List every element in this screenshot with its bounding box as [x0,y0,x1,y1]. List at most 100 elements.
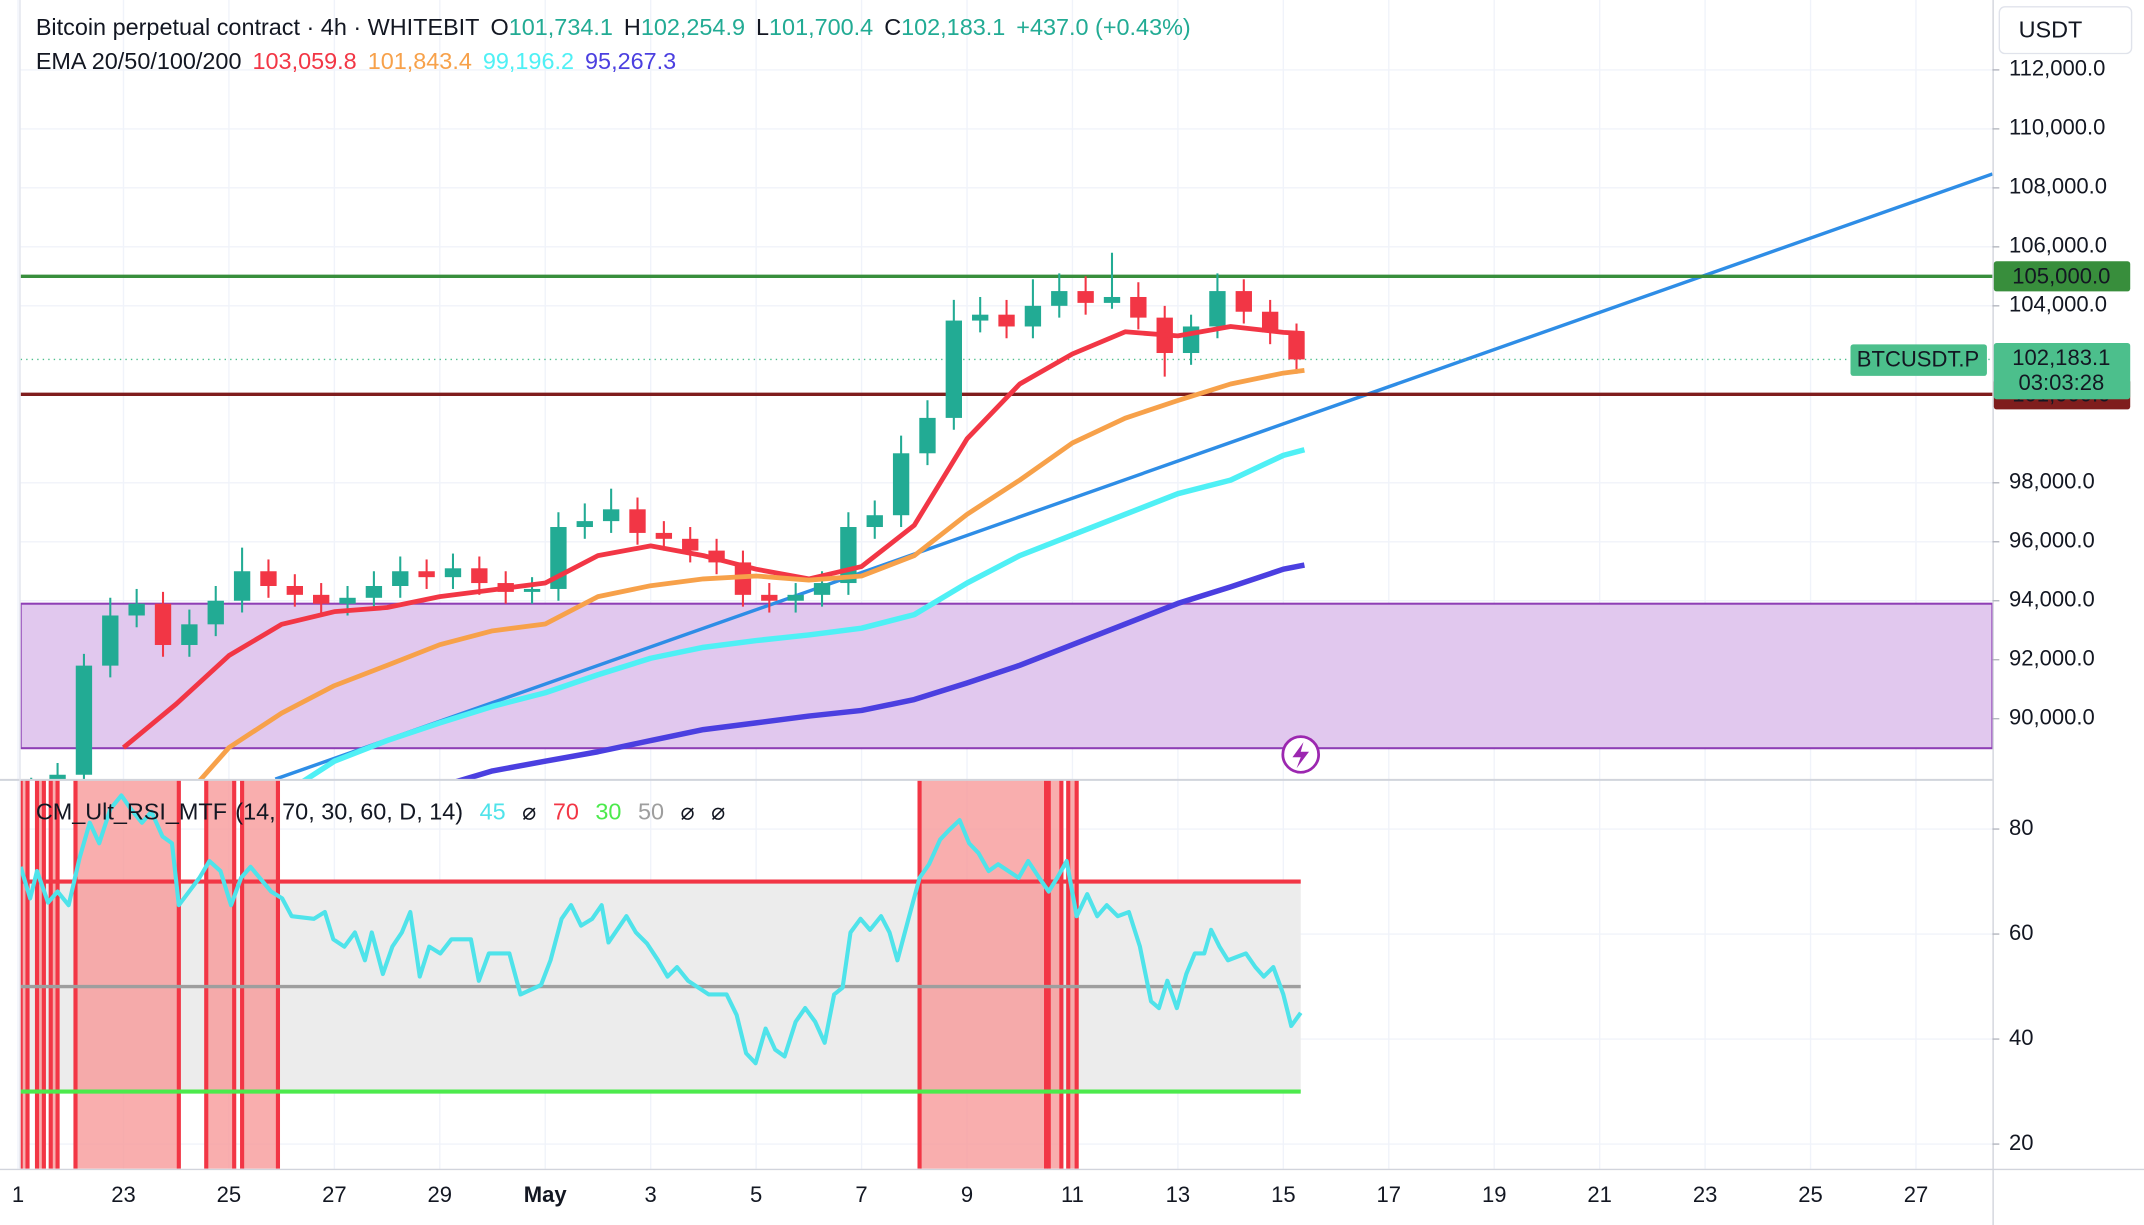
last-price-label: 102,183.1 [2012,345,2110,370]
symbol-label: BTCUSDT.P [1857,347,1979,372]
candle-body [286,586,303,595]
ema-header: EMA 20/50/100/200 103,059.8 101,843.4 99,19… [36,48,676,74]
ema-line [121,324,1305,750]
y-tick-label: 94,000.0 [2009,587,2095,612]
x-tick-label: 7 [855,1182,867,1207]
ohlc-value: 101,734.1 [509,14,613,40]
level-label-box [1993,261,2131,292]
ohlc-label: C [884,14,901,40]
candle-body [945,320,963,418]
price-pane [20,172,1993,780]
ohlc-value: 101,700.4 [769,14,873,40]
symbol-box [1850,344,1987,376]
y-tick-label: 108,000.0 [2009,174,2107,199]
zone [20,602,1993,750]
rsi-header: CM_Ult_RSI_MTF (14, 70, 30, 60, D, 14) 45 ⌀… [36,799,725,825]
candle-body [866,515,883,528]
y-tick-label: 106,000.0 [2009,233,2107,258]
x-tick-label: 19 [1482,1182,1507,1207]
ohlc-label: O [491,14,509,40]
x-tick-label: 9 [961,1182,973,1207]
currency[interactable]: USDT [2019,17,2083,43]
ohlc-value: 102,183.1 [901,14,1005,40]
candle-body [233,571,251,601]
x-tick-label: 25 [1798,1182,1823,1207]
candle-body [1261,311,1279,333]
candle-body [1051,291,1068,306]
ohlc-label: H [624,14,641,40]
x-tick-label: 15 [1271,1182,1296,1207]
candle-body [339,597,356,604]
overbought-zone [50,779,58,1169]
ema-line [197,368,1305,780]
ema-line [454,562,1305,780]
x-tick-label: 13 [1166,1182,1191,1207]
candle-body [260,571,277,587]
candle-body [102,615,119,666]
ohlc-value: 102,254.9 [641,14,745,40]
price-change: +437.0 (+0.43%) [1016,14,1190,40]
rsi-symbol: ⌀ [681,799,695,825]
y-tick-label: 112,000.0 [2009,56,2105,81]
overbought-zone [206,779,235,1169]
x-tick-label: 27 [322,1182,347,1207]
candle-body [49,774,66,780]
ema-value: 103,059.8 [253,48,357,74]
x-tick-label: 23 [1693,1182,1718,1207]
candle-body [1103,296,1121,303]
rsi-mid: 50 [638,799,664,825]
candle-body [523,588,541,592]
candle-body [629,509,646,533]
candle-body [919,417,936,454]
ema-line [301,447,1306,780]
y-tick-label: 104,000.0 [2009,292,2107,317]
overbought-zone [1068,779,1077,1169]
rsi-title: CM_Ult_RSI_MTF [36,799,227,825]
rsi-overbought: 70 [553,799,579,825]
x-tick-label: 25 [217,1182,242,1207]
ema-label: EMA 20/50/100/200 [36,48,242,74]
currency-button[interactable]: USDT [1998,6,2133,55]
candle-body [655,532,673,539]
ema-value: 99,196.2 [483,48,574,74]
overbought-zone [20,779,28,1169]
y-tick-label: 98,000.0 [2009,469,2095,494]
ohlc-label: L [756,14,769,40]
candle-body [128,603,145,616]
candle-body [602,509,620,522]
x-tick-label: 29 [428,1182,453,1207]
overbought-zone [242,779,278,1169]
candle-body [392,571,409,587]
candle-body [1235,291,1252,312]
candle-body [444,568,462,578]
x-tick-label: 27 [1904,1182,1929,1207]
y-tick-label: 40 [2009,1025,2034,1050]
overbought-zone [37,779,44,1169]
rsi-params: (14, 70, 30, 60, D, 14) [235,799,463,825]
rsi-oversold: 30 [595,799,621,825]
symbol-header: Bitcoin perpetual contract · 4h · WHITEB… [36,14,1191,40]
candle-body [682,538,699,551]
rsi-pane [20,779,1303,1169]
candle-body [1288,332,1305,360]
alert-icon[interactable] [1281,735,1321,774]
axes: 1 23 25 27 29 May 3 5 7 9 11 13 15 17 19 21 23 25 27 90,000… [12,56,2131,1207]
rsi-line [20,793,1303,1066]
countdown-label: 03:03:28 [2018,370,2104,395]
candle-body [154,603,172,645]
ema-value: 101,843.4 [368,48,472,74]
x-tick-label: 23 [111,1182,136,1207]
rsi-symbol: ⌀ [711,799,725,825]
candle-body [892,453,910,516]
candle-body [365,586,383,598]
candle-body [998,314,1015,327]
y-tick-label: 60 [2009,920,2034,945]
rsi-value: 45 [480,799,506,825]
symbol-title: Bitcoin perpetual contract · 4h · WHITEB… [36,14,480,40]
candle-body [1077,291,1094,303]
y-tick-label: 110,000.0 [2009,115,2105,140]
y-tick-label: 92,000.0 [2009,646,2095,671]
last-price-box [1993,342,2131,400]
